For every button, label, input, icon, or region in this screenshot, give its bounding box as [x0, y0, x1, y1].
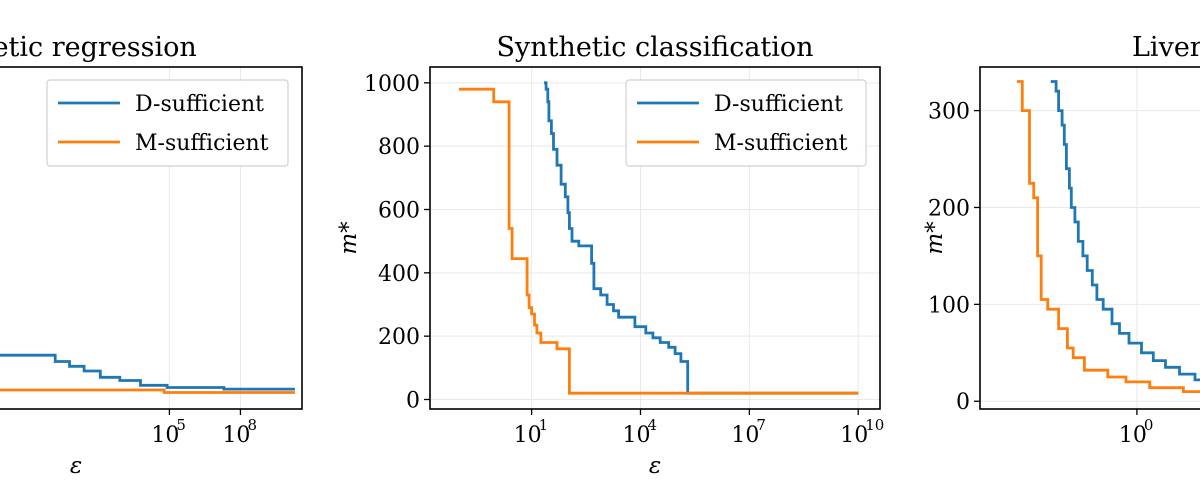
- series-line-d-sufficient: [544, 81, 859, 395]
- x-tick-label: 10: [731, 423, 759, 448]
- y-tick-label: 200: [378, 325, 420, 350]
- x-tick-exponent: 8: [247, 416, 257, 434]
- y-tick-label: 1000: [364, 72, 420, 97]
- x-tick-label: 10: [222, 423, 250, 448]
- grid-2: [980, 67, 1200, 409]
- y-axis-label-text: m*: [922, 221, 948, 255]
- series-group-1: [459, 81, 859, 395]
- y-tick-label: 0: [956, 390, 970, 415]
- y-tick-label: 600: [378, 199, 420, 224]
- series-line-d-sufficient: [1050, 80, 1200, 382]
- grid-1: [430, 67, 880, 409]
- yticks-1: 0 200 400 600 800 1000: [364, 72, 430, 414]
- x-axis-label: ε: [70, 453, 82, 479]
- series-line-d-sufficient: [0, 353, 295, 391]
- y-axis-label: m*: [922, 221, 948, 255]
- legend-label-d-sufficient: D-sufficient: [135, 92, 264, 117]
- x-tick-label: 10: [1119, 423, 1147, 448]
- x-tick-exponent: 10: [865, 416, 884, 434]
- series-line-m-sufficient: [0, 388, 295, 394]
- chart-title: Synthetic classification: [496, 32, 813, 63]
- axes-frame-1: [429, 66, 881, 410]
- chart-title: Liver: [1132, 32, 1200, 63]
- x-tick-exponent: 5: [176, 416, 186, 434]
- series-line-m-sufficient: [1016, 80, 1200, 393]
- series-line-m-sufficient: [459, 87, 859, 395]
- legend: D-sufficient M-sufficient: [46, 79, 289, 167]
- x-tick-label: 10: [840, 423, 868, 448]
- xticks-0: 105 108: [151, 409, 257, 448]
- legend-box: [625, 79, 867, 167]
- y-tick-label: 200: [928, 196, 970, 221]
- chart-title: Synthetic regression: [0, 32, 197, 63]
- y-tick-label: 100: [928, 293, 970, 318]
- x-tick-exponent: 7: [756, 416, 766, 434]
- legend: D-sufficient M-sufficient: [625, 79, 867, 167]
- series-group-0: [0, 353, 295, 394]
- y-axis-label: m*: [336, 221, 362, 255]
- x-tick-exponent: 4: [647, 416, 657, 434]
- series-group-2: [1016, 80, 1200, 393]
- y-tick-label: 400: [378, 262, 420, 287]
- x-tick-exponent: 1: [539, 416, 549, 434]
- y-tick-label: 0: [406, 389, 420, 414]
- yticks-2: 0 100 200 300: [928, 100, 980, 415]
- xticks-2: 100: [1119, 409, 1154, 448]
- legend-label-m-sufficient: M-sufficient: [135, 131, 269, 156]
- x-tick-label: 10: [514, 423, 542, 448]
- axes-frame-2: [979, 66, 1200, 410]
- legend-label-m-sufficient: M-sufficient: [714, 131, 848, 156]
- y-tick-label: 800: [378, 135, 420, 160]
- axes-frame-0: [0, 66, 303, 410]
- legend-label-d-sufficient: D-sufficient: [714, 92, 843, 117]
- x-axis-label: ε: [649, 453, 661, 479]
- x-tick-exponent: 0: [1144, 416, 1154, 434]
- legend-box: [46, 79, 289, 167]
- y-tick-label: 300: [928, 100, 970, 125]
- x-tick-label: 10: [151, 423, 179, 448]
- y-axis-label-text: m*: [336, 221, 362, 255]
- x-tick-label: 10: [622, 423, 650, 448]
